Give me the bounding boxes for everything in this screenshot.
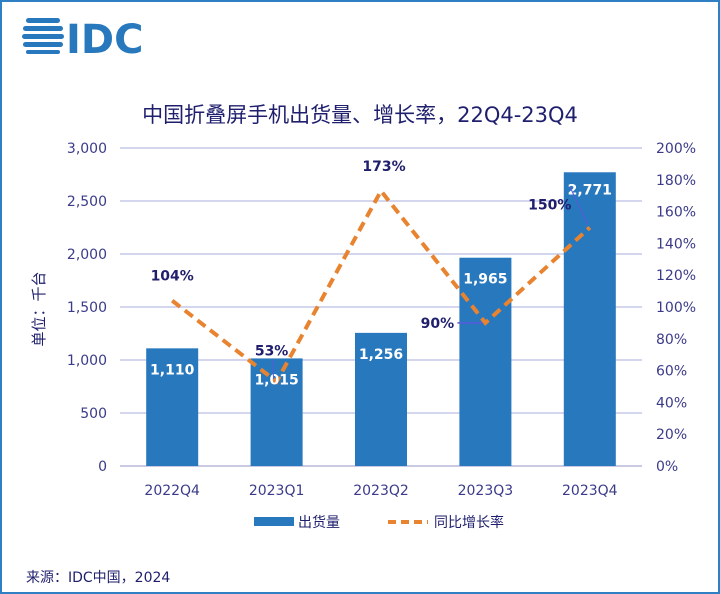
bar-value-label: 1,965 [463,272,507,288]
idc-logo: IDC [22,17,143,63]
bar [355,332,407,466]
y-tick-label: 2,500 [67,194,107,210]
bar-value-label: 1,110 [150,362,195,378]
bar-value-label: 1,256 [359,347,403,363]
x-tick-label: 2022Q4 [144,483,200,499]
y2-tick-label: 20% [656,427,687,443]
legend-bar-label: 出货量 [298,514,340,531]
y2-tick-label: 200% [656,141,696,157]
y2-tick-label: 160% [656,205,696,221]
y2-tick-label: 100% [656,300,696,316]
growth-value-label: 173% [362,159,405,175]
bar [563,172,616,467]
y-tick-label: 2,000 [67,247,107,263]
y2-tick-label: 120% [656,268,696,284]
y2-tick-label: 80% [656,332,687,348]
y-axis-label: 单位：千台 [30,271,48,346]
x-tick-label: 2023Q2 [353,483,409,499]
bar [146,348,199,466]
bar-value-label: 1,015 [254,372,298,388]
globe-icon [22,18,64,54]
y2-tick-label: 0% [656,459,678,475]
growth-value-label: 90% [421,316,455,332]
y2-tick-label: 40% [656,395,687,411]
growth-value-label: 104% [151,269,194,285]
legend-line-label: 同比增长率 [434,514,504,531]
legend: 出货量 同比增长率 [254,514,504,531]
y2-tick-label: 140% [656,236,696,252]
x-tick-label: 2023Q4 [562,483,618,499]
y2-tick-label: 180% [656,173,696,189]
y-tick-label: 3,000 [67,141,107,157]
chart-title: 中国折叠屏手机出货量、增长率，22Q4-23Q4 [142,103,578,127]
y-tick-label: 1,000 [67,353,107,369]
y-tick-label: 1,500 [67,300,107,316]
leader-line [272,359,275,379]
growth-value-label: 53% [255,344,289,360]
bar [250,358,303,466]
growth-value-label: 150% [528,198,571,214]
y-tick-label: 500 [80,406,107,422]
y2-tick-label: 60% [656,364,687,380]
bar-value-label: 2,771 [568,182,612,198]
leader-line [569,186,589,225]
source-note: 来源：IDC中国，2024 [26,570,170,586]
y-tick-label: 0 [98,459,107,475]
x-tick-label: 2023Q1 [249,483,305,499]
logo-text: IDC [66,17,143,63]
bar [459,257,512,466]
growth-line [170,187,592,385]
x-tick-label: 2023Q3 [458,483,514,499]
